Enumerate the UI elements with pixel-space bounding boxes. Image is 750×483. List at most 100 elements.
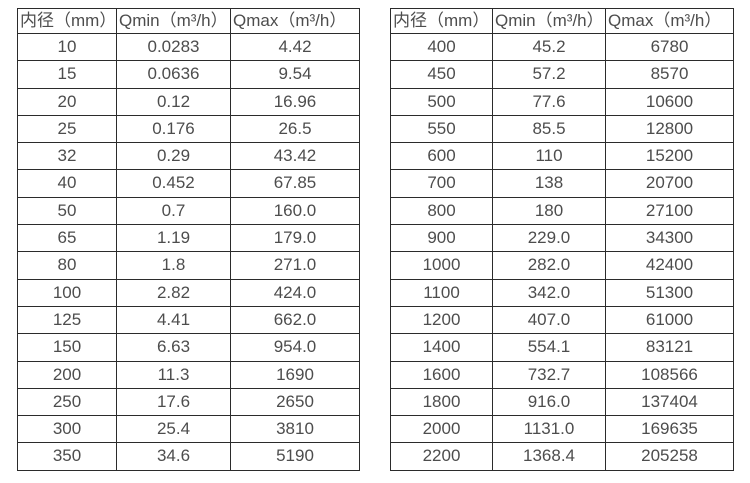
diameter-cell: 65 [17, 224, 117, 253]
qmax-header-cell: Qmax（m³/h） [605, 8, 734, 34]
diameter-cell: 100 [17, 278, 117, 307]
table-row: 200 11.3 1690 [17, 360, 360, 389]
qmax-cell: 9.54 [230, 60, 360, 89]
table-row: 20 0.12 16.96 [17, 87, 360, 116]
qmax-cell: 2650 [230, 387, 360, 417]
header-row: 内径（mm） Qmin（m³/h） Qmax（m³/h） [390, 8, 734, 34]
diameter-cell: 2000 [390, 415, 493, 444]
table-row: 1000 282.0 42400 [390, 251, 734, 280]
qmin-cell: 0.29 [116, 142, 231, 171]
qmin-cell: 407.0 [492, 305, 606, 335]
qmin-cell: 0.176 [116, 114, 231, 144]
table-row: 50 0.7 160.0 [17, 196, 360, 226]
header-row: 内径（mm） Qmin（m³/h） Qmax（m³/h） [17, 8, 360, 34]
diameter-cell: 700 [390, 169, 493, 198]
table-row: 1100 342.0 51300 [390, 278, 734, 307]
diameter-cell: 300 [17, 415, 117, 444]
qmax-cell: 42400 [605, 251, 734, 280]
qmax-cell: 179.0 [230, 224, 360, 253]
table-row: 1600 732.7 108566 [390, 360, 734, 389]
qmax-cell: 43.42 [230, 142, 360, 171]
diameter-cell: 500 [390, 87, 493, 116]
diameter-cell: 32 [17, 142, 117, 171]
table-row: 1400 554.1 83121 [390, 333, 734, 362]
table-row: 600 110 15200 [390, 142, 734, 171]
table-row: 700 138 20700 [390, 169, 734, 198]
table-row: 32 0.29 43.42 [17, 142, 360, 171]
diameter-cell: 1100 [390, 278, 493, 307]
diameter-cell: 40 [17, 169, 117, 198]
qmax-cell: 15200 [605, 142, 734, 171]
diameter-cell: 80 [17, 251, 117, 280]
diameter-cell: 450 [390, 60, 493, 89]
qmin-cell: 85.5 [492, 114, 606, 144]
qmin-cell: 1.19 [116, 224, 231, 253]
diameter-cell: 125 [17, 305, 117, 335]
qmin-cell: 11.3 [116, 360, 231, 389]
qmin-cell: 110 [492, 142, 606, 171]
qmin-cell: 45.2 [492, 32, 606, 62]
qmin-cell: 1131.0 [492, 415, 606, 444]
diameter-cell: 10 [17, 32, 117, 62]
qmax-cell: 662.0 [230, 305, 360, 335]
table-row: 900 229.0 34300 [390, 224, 734, 253]
qmin-cell: 0.7 [116, 196, 231, 226]
diameter-cell: 800 [390, 196, 493, 226]
qmax-cell: 67.85 [230, 169, 360, 198]
qmax-header-cell: Qmax（m³/h） [230, 8, 360, 34]
qmin-cell: 6.63 [116, 333, 231, 362]
qmin-header-cell: Qmin（m³/h） [116, 8, 231, 34]
table-row: 10 0.0283 4.42 [17, 32, 360, 62]
qmax-cell: 4.42 [230, 32, 360, 62]
table-row: 250 17.6 2650 [17, 387, 360, 417]
qmin-cell: 0.0283 [116, 32, 231, 62]
table-row: 2000 1131.0 169635 [390, 415, 734, 444]
table-row: 65 1.19 179.0 [17, 224, 360, 253]
diameter-cell: 25 [17, 114, 117, 144]
qmin-cell: 138 [492, 169, 606, 198]
diameter-cell: 600 [390, 142, 493, 171]
qmin-cell: 554.1 [492, 333, 606, 362]
table-row: 40 0.452 67.85 [17, 169, 360, 198]
qmin-cell: 1368.4 [492, 442, 606, 471]
table-row: 350 34.6 5190 [17, 442, 360, 471]
qmax-cell: 954.0 [230, 333, 360, 362]
qmax-cell: 20700 [605, 169, 734, 198]
qmin-header-cell: Qmin（m³/h） [492, 8, 606, 34]
qmin-cell: 4.41 [116, 305, 231, 335]
flow-table-small-diameters: 内径（mm） Qmin（m³/h） Qmax（m³/h） 10 0.0283 4.42 1… [17, 8, 360, 471]
qmax-cell: 5190 [230, 442, 360, 471]
qmax-cell: 6780 [605, 32, 734, 62]
qmin-cell: 1.8 [116, 251, 231, 280]
qmin-cell: 282.0 [492, 251, 606, 280]
qmin-cell: 2.82 [116, 278, 231, 307]
diameter-cell: 2200 [390, 442, 493, 471]
table-row: 1800 916.0 137404 [390, 387, 734, 417]
table-row: 100 2.82 424.0 [17, 278, 360, 307]
diameter-cell: 50 [17, 196, 117, 226]
qmax-cell: 83121 [605, 333, 734, 362]
qmax-cell: 51300 [605, 278, 734, 307]
table-row: 300 25.4 3810 [17, 415, 360, 444]
qmax-cell: 169635 [605, 415, 734, 444]
qmax-cell: 12800 [605, 114, 734, 144]
qmax-cell: 3810 [230, 415, 360, 444]
qmax-cell: 1690 [230, 360, 360, 389]
table-row: 125 4.41 662.0 [17, 305, 360, 335]
qmin-cell: 0.0636 [116, 60, 231, 89]
diameter-cell: 1600 [390, 360, 493, 389]
table-row: 25 0.176 26.5 [17, 114, 360, 144]
qmax-cell: 424.0 [230, 278, 360, 307]
qmin-cell: 17.6 [116, 387, 231, 417]
qmax-cell: 61000 [605, 305, 734, 335]
flow-table-large-diameters: 内径（mm） Qmin（m³/h） Qmax（m³/h） 400 45.2 6780 45… [390, 8, 734, 471]
flow-table-small-diameters-wrap: 内径（mm） Qmin（m³/h） Qmax（m³/h） 10 0.0283 4.42 1… [17, 8, 360, 471]
qmax-cell: 26.5 [230, 114, 360, 144]
diameter-cell: 200 [17, 360, 117, 389]
qmin-cell: 916.0 [492, 387, 606, 417]
qmax-cell: 16.96 [230, 87, 360, 116]
table-row: 450 57.2 8570 [390, 60, 734, 89]
table-row: 80 1.8 271.0 [17, 251, 360, 280]
diameter-cell: 900 [390, 224, 493, 253]
